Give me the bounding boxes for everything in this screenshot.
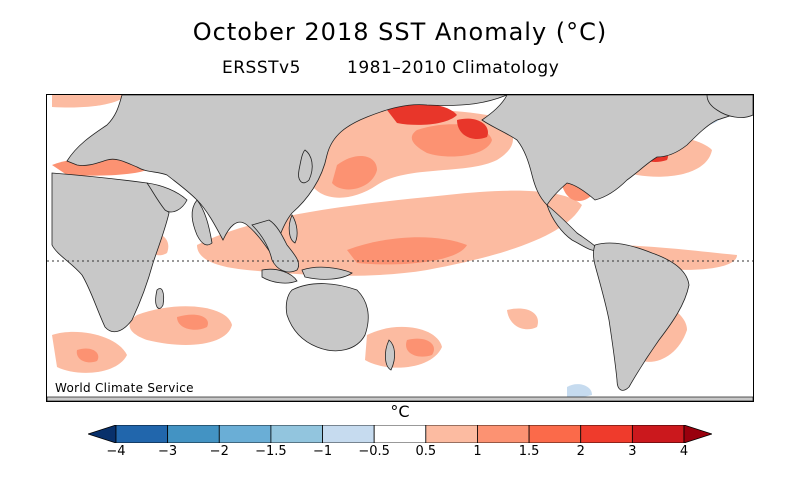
land-japan	[298, 149, 313, 184]
colorbar-cell	[528, 425, 582, 443]
colorbar-tick-label: −4	[106, 444, 126, 459]
colorbar-tick-label: 1	[473, 444, 482, 459]
anomaly-north-pacific-core	[332, 155, 377, 190]
land-philippines	[288, 214, 298, 244]
anomaly-bering	[387, 103, 457, 125]
anomaly-arctic-north	[52, 95, 127, 108]
land-indonesia-1	[261, 268, 298, 284]
colorbar	[88, 425, 712, 443]
colorbar-tick-label: −2	[209, 444, 229, 459]
colorbar-unit: °C	[390, 402, 410, 421]
colorbar-tick-label: −0.5	[358, 444, 390, 459]
colorbar-tick-label: 1.5	[518, 444, 540, 459]
land-north-america	[481, 95, 753, 206]
land-layer	[47, 95, 753, 401]
land-south-america	[593, 242, 690, 391]
colorbar-cell	[88, 425, 117, 443]
colorbar-tick-label: 3	[628, 444, 637, 459]
colorbar-cell	[477, 425, 530, 443]
map-title: October 2018 SST Anomaly (°C)	[192, 18, 608, 46]
land-africa	[51, 172, 170, 333]
colorbar-cell	[167, 425, 220, 443]
colorbar-tick-label: 2	[576, 444, 585, 459]
colorbar-cell	[425, 425, 478, 443]
colorbar-cell	[580, 425, 633, 443]
colorbar-cell	[322, 425, 375, 443]
anomaly-south-indian-core	[177, 314, 208, 330]
colorbar-cell	[270, 425, 323, 443]
colorbar-cell	[373, 425, 427, 443]
anomaly-south-indian-1	[129, 306, 232, 345]
colorbar-tick-label: −3	[158, 444, 178, 459]
land-india	[191, 199, 213, 246]
anomaly-gulf-alaska-core	[457, 118, 488, 140]
land-arabia	[146, 182, 188, 213]
climatology-label: 1981–2010 Climatology	[347, 58, 560, 78]
colorbar-cell	[631, 425, 685, 443]
land-antarctica-tip	[47, 396, 753, 401]
land-eurasia	[66, 95, 508, 256]
colorbar-tick-label: 4	[679, 444, 689, 459]
anomaly-equatorial-core	[347, 237, 467, 265]
anomaly-south-indian-2-core	[76, 348, 99, 363]
land-australia	[285, 283, 369, 352]
anomaly-tasman-core	[406, 338, 435, 357]
colorbar-cell	[218, 425, 272, 443]
colorbar-cell	[683, 425, 712, 443]
credit-label: World Climate Service	[55, 381, 194, 395]
land-indonesia-2	[301, 266, 353, 280]
colorbar-tick-label: −1	[312, 444, 333, 459]
map-canvas	[47, 95, 753, 401]
land-southeast-asia	[251, 219, 300, 273]
dataset-label: ERSSTv5	[222, 58, 301, 78]
land-greenland	[706, 95, 753, 118]
colorbar-tick-label: −1.5	[255, 444, 287, 459]
sst-anomaly-map	[46, 94, 754, 402]
land-madagascar	[155, 288, 165, 309]
land-new-zealand	[385, 339, 395, 371]
colorbar-cell	[115, 425, 169, 443]
anomaly-south-pacific	[507, 308, 538, 330]
anomaly-tasman	[365, 326, 442, 368]
colorbar-tick-label: 0.5	[415, 444, 437, 459]
